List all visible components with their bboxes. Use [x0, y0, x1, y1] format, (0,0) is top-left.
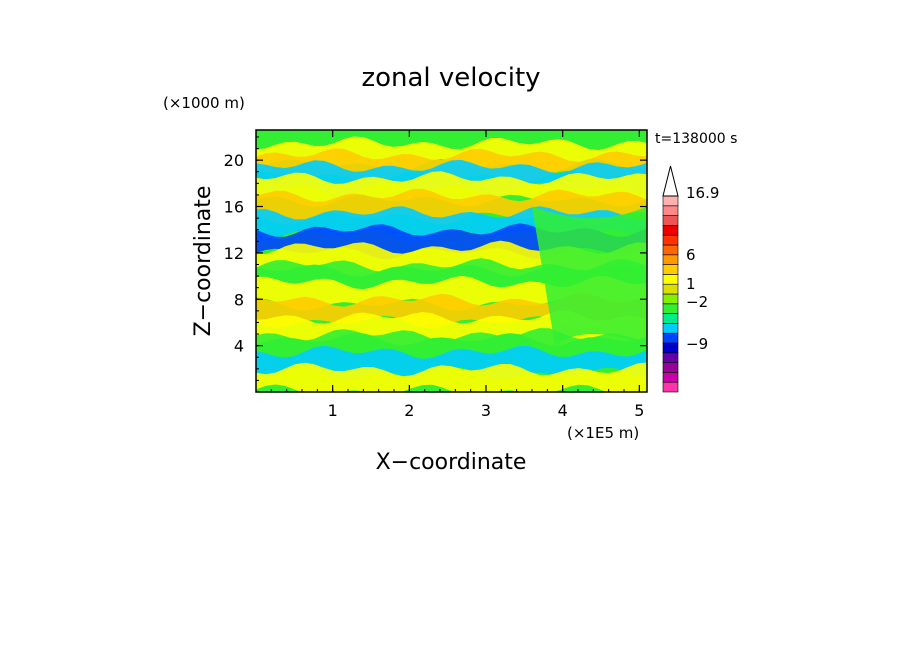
x-axis: 1 2 3 4 5: [270, 130, 644, 420]
colorbar-label: 1: [686, 275, 696, 293]
x-tick-label: 4: [558, 401, 568, 420]
x-tick-label: 3: [481, 401, 491, 420]
y-tick-label: 16: [224, 198, 244, 217]
x-unit-label: (×1E5 m): [567, 424, 639, 442]
colorbar-swatch: [662, 264, 679, 275]
colorbar-swatch: [662, 274, 679, 285]
x-axis-label: X−coordinate: [376, 450, 527, 475]
colorbar-swatch: [662, 205, 679, 216]
colorbar-label: −2: [686, 293, 708, 311]
x-tick-label: 5: [634, 401, 644, 420]
colorbar-swatch: [662, 244, 679, 256]
x-tick-label: 1: [328, 401, 338, 420]
colorbar-swatch: [662, 362, 679, 373]
y-unit-label: (×1000 m): [163, 94, 245, 112]
chart-title: zonal velocity: [361, 63, 540, 93]
colorbar-swatch: [662, 342, 679, 354]
x-tick-label: 2: [404, 401, 414, 420]
colorbar-swatch: [662, 215, 679, 226]
time-label: t=138000 s: [655, 131, 737, 147]
y-axis: 4 8 12 16 20: [224, 136, 647, 381]
colorbar-swatch: [662, 303, 679, 314]
colorbar: 16.9 6 1−2 −9: [662, 165, 719, 393]
colorbar-swatch: [662, 372, 679, 383]
colorbar-swatch: [662, 381, 679, 393]
plot-frame: [255, 129, 648, 393]
colorbar-swatch: [662, 293, 679, 305]
colorbar-swatch: [662, 352, 679, 363]
colorbar-swatch: [662, 195, 679, 207]
y-tick-label: 20: [224, 151, 244, 170]
colorbar-swatch: [662, 283, 679, 295]
field-band: [256, 275, 647, 312]
colorbar-label: 6: [686, 246, 696, 264]
y-tick-label: 8: [234, 290, 244, 309]
y-axis-label: Z−coordinate: [191, 186, 216, 337]
colorbar-extend-arrow: [662, 165, 679, 197]
y-tick-label: 12: [224, 244, 244, 263]
colorbar-swatch: [662, 323, 679, 334]
field-calm-region: [532, 206, 647, 346]
colorbar-swatch: [662, 332, 679, 344]
colorbar-swatch: [662, 254, 679, 265]
colorbar-label: 16.9: [686, 184, 719, 202]
colorbar-label: −9: [686, 335, 708, 353]
field-band: [256, 362, 647, 392]
colorbar-swatch: [662, 313, 679, 324]
colorbar-swatch: [662, 234, 679, 246]
colorbar-swatch: [662, 225, 679, 236]
y-tick-label: 4: [234, 337, 244, 356]
velocity-field: [256, 130, 647, 392]
